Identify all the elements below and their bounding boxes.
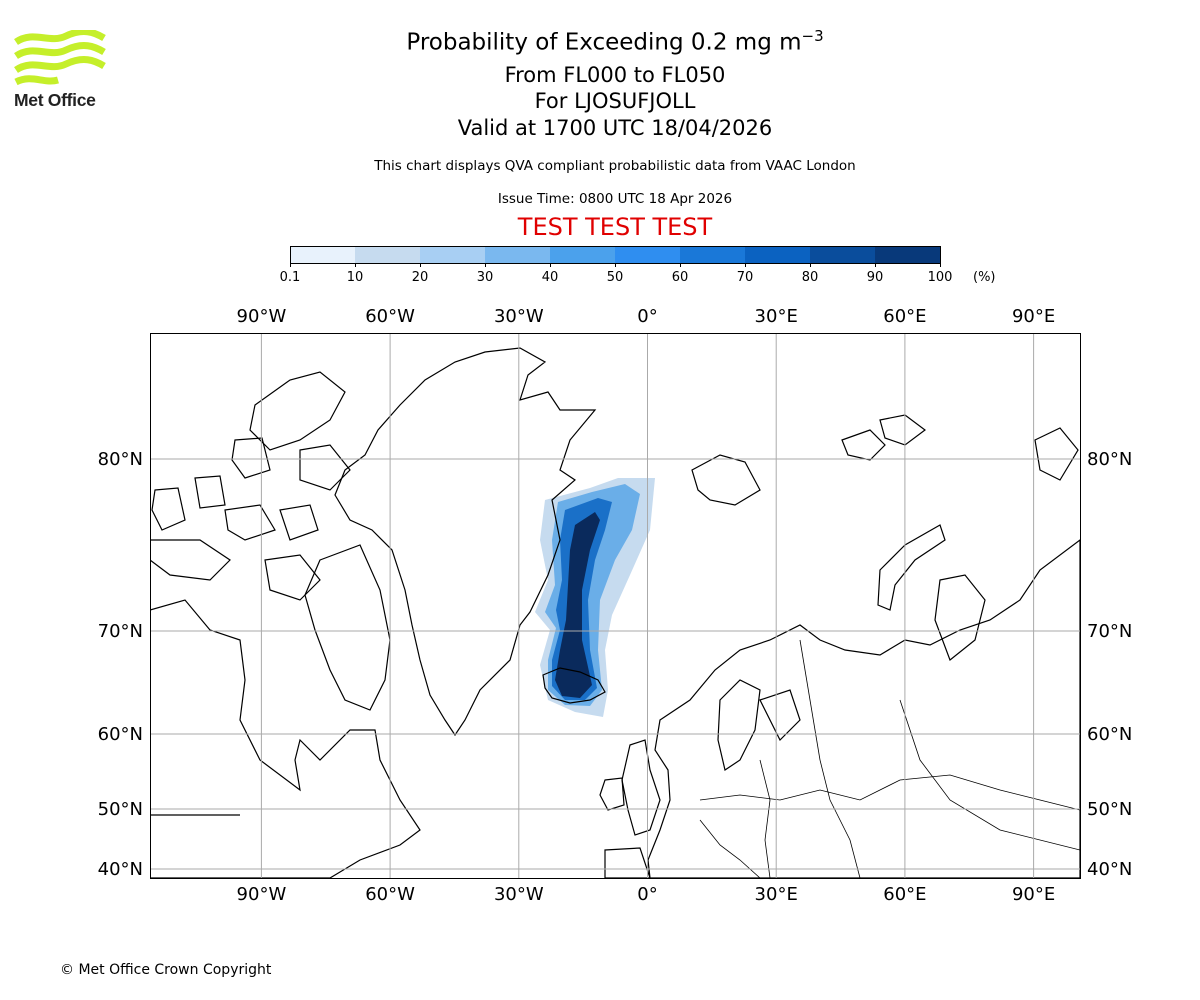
colorbar-tick-label: 80 <box>801 270 819 285</box>
logo-text: Met Office <box>14 90 96 110</box>
svalbard-coast <box>691 454 761 506</box>
north-america-coast <box>150 599 421 878</box>
lat-label-right: 80°N <box>1087 449 1132 470</box>
lat-label-right: 40°N <box>1087 859 1132 880</box>
colorbar-tick-label: 10 <box>346 270 364 285</box>
chart-title: Probability of Exceeding 0.2 mg m−3 <box>0 27 1200 56</box>
lat-label-right: 60°N <box>1087 724 1132 745</box>
met-office-wave-icon <box>14 28 106 86</box>
title-exponent: −3 <box>801 27 824 45</box>
lon-label-top: 90°W <box>237 306 287 327</box>
lon-label-bottom: 90°W <box>237 884 287 905</box>
novaya-zemlya-coast <box>877 524 946 611</box>
colorbar-cell <box>745 246 811 263</box>
lon-label-bottom: 30°W <box>494 884 544 905</box>
lon-label-bottom: 0° <box>637 884 657 905</box>
coastlines <box>150 347 1080 878</box>
colorbar-cell <box>810 246 876 263</box>
britain-coast <box>621 739 661 836</box>
ash-plume <box>535 478 655 717</box>
colorbar-tick-label: 100 <box>927 270 953 285</box>
test-banner: TEST TEST TEST <box>517 213 713 241</box>
lon-label-bottom: 30°E <box>755 884 798 905</box>
lat-label-left: 80°N <box>98 449 143 470</box>
colorbar-cell <box>615 246 681 263</box>
colorbar-unit: (%) <box>973 270 996 285</box>
colorbar-cell <box>485 246 551 263</box>
colorbar-cell <box>355 246 421 263</box>
volcano-name: For LJOSUFJOLL <box>534 89 696 113</box>
europe-coast <box>647 539 1080 878</box>
lat-label-left: 40°N <box>98 859 143 880</box>
met-office-logo: Met Office <box>14 28 106 110</box>
lat-label-left: 70°N <box>98 621 143 642</box>
lon-label-bottom: 60°E <box>883 884 926 905</box>
lon-label-bottom: 90°E <box>1012 884 1055 905</box>
copyright: © Met Office Crown Copyright <box>60 962 272 978</box>
colorbar-cell <box>420 246 486 263</box>
issue-time: Issue Time: 0800 UTC 18 Apr 2026 <box>497 191 733 207</box>
lon-label-top: 60°W <box>365 306 415 327</box>
colorbar-tick-label: 70 <box>736 270 754 285</box>
lat-label-left: 50°N <box>98 799 143 820</box>
subtitle: This chart displays QVA compliant probab… <box>374 158 856 174</box>
colorbar-tick-label: 90 <box>866 270 884 285</box>
lon-label-top: 90°E <box>1012 306 1055 327</box>
plume-90 <box>555 512 600 698</box>
baffin-coast <box>304 544 391 711</box>
flight-levels: From FL000 to FL050 <box>504 63 726 87</box>
lon-label-top: 0° <box>637 306 657 327</box>
colorbar-cell <box>290 246 356 263</box>
colorbar <box>290 246 941 267</box>
lon-label-bottom: 60°W <box>365 884 415 905</box>
colorbar-cell <box>680 246 746 263</box>
colorbar-cell <box>875 246 941 263</box>
lon-label-top: 30°W <box>494 306 544 327</box>
lat-label-right: 50°N <box>1087 799 1132 820</box>
colorbar-tick-label: 40 <box>541 270 559 285</box>
colorbar-tick-label: 60 <box>671 270 689 285</box>
graticule <box>150 333 1080 878</box>
colorbar-tick-label: 20 <box>411 270 429 285</box>
colorbar-tick-label: 30 <box>476 270 494 285</box>
title-main: Probability of Exceeding 0.2 mg m <box>406 29 802 56</box>
ireland-coast <box>599 777 625 811</box>
iceland-coast <box>542 667 606 704</box>
map-frame <box>150 333 1081 879</box>
colorbar-cell <box>550 246 616 263</box>
lat-label-left: 60°N <box>98 724 143 745</box>
lon-label-top: 60°E <box>883 306 926 327</box>
valid-time: Valid at 1700 UTC 18/04/2026 <box>457 116 773 140</box>
lon-label-top: 30°E <box>755 306 798 327</box>
lat-label-right: 70°N <box>1087 621 1132 642</box>
colorbar-tick-label: 0.1 <box>279 270 301 285</box>
colorbar-tick-label: 50 <box>606 270 624 285</box>
